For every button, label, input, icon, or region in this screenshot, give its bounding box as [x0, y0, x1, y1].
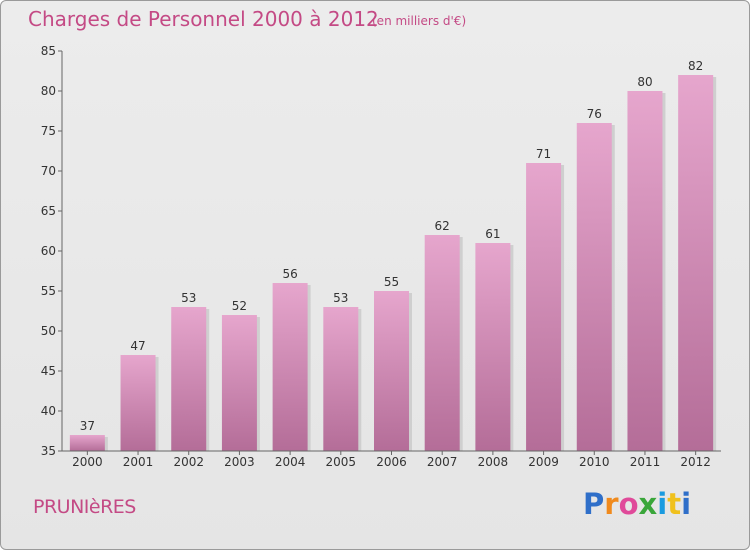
bar-2008: [475, 243, 511, 451]
x-tick-label: 2007: [427, 455, 458, 469]
chart-title: Charges de Personnel 2000 à 2012: [28, 7, 379, 31]
data-label: 61: [485, 227, 500, 241]
y-tick-label: 55: [41, 284, 56, 298]
bar-2004: [272, 283, 308, 451]
x-tick-label: 2000: [72, 455, 103, 469]
x-tick-label: 2011: [630, 455, 661, 469]
y-tick-label: 35: [41, 444, 56, 458]
y-tick-label: 70: [41, 164, 56, 178]
bar-2011: [627, 91, 663, 451]
bar-2006: [374, 291, 409, 451]
logo-letter: r: [604, 487, 619, 521]
data-label: 71: [536, 147, 551, 161]
y-tick-label: 45: [41, 364, 56, 378]
y-tick-label: 50: [41, 324, 56, 338]
bar-2000: [69, 435, 105, 451]
x-tick-label: 2005: [326, 455, 357, 469]
data-label: 37: [80, 419, 95, 433]
bar-2007: [424, 235, 460, 451]
data-label: 53: [333, 291, 348, 305]
x-tick-label: 2008: [478, 455, 509, 469]
logo-letter: t: [667, 487, 682, 521]
y-tick-label: 40: [41, 404, 56, 418]
proxiti-logo[interactable]: Proxiti: [583, 487, 691, 521]
logo-letter: o: [618, 487, 639, 521]
data-label: 53: [181, 291, 196, 305]
logo-letter: i: [681, 487, 692, 521]
bar-2005: [323, 307, 359, 451]
bar-2012: [678, 75, 714, 451]
y-tick-label: 80: [41, 84, 56, 98]
x-tick-label: 2006: [376, 455, 407, 469]
data-label: 52: [232, 299, 247, 313]
data-label: 82: [688, 59, 703, 73]
y-tick-label: 60: [41, 244, 56, 258]
axes-group: [58, 50, 721, 455]
x-tick-label: 2002: [173, 455, 204, 469]
bar-2003: [221, 315, 257, 451]
x-tick-label: 2004: [275, 455, 306, 469]
logo-letter: x: [638, 487, 658, 521]
data-label: 76: [587, 107, 602, 121]
logo-letter: P: [583, 487, 605, 521]
data-label: 47: [130, 339, 145, 353]
y-tick-label: 75: [41, 124, 56, 138]
bar-2002: [171, 307, 207, 451]
bar-2010: [576, 123, 612, 451]
data-label: 56: [282, 267, 297, 281]
bar-2009: [526, 163, 562, 451]
bars-group: [69, 75, 717, 451]
data-label: 62: [435, 219, 450, 233]
x-tick-label: 2009: [528, 455, 559, 469]
logo-letter: i: [657, 487, 668, 521]
data-label: 80: [637, 75, 652, 89]
commune-name: PRUNIèRES: [33, 496, 136, 518]
y-tick-label: 65: [41, 204, 56, 218]
labels-group: 37 2000 47 2001 53 2002 52 2003 56 2004 53 2005 55 20…: [41, 44, 711, 469]
x-tick-label: 2003: [224, 455, 255, 469]
x-tick-label: 2010: [579, 455, 610, 469]
y-tick-label: 85: [41, 44, 56, 58]
x-tick-label: 2012: [680, 455, 711, 469]
bar-2001: [120, 355, 156, 451]
data-label: 55: [384, 275, 399, 289]
chart-subtitle: (en milliers d'€): [372, 14, 467, 28]
x-tick-label: 2001: [123, 455, 154, 469]
